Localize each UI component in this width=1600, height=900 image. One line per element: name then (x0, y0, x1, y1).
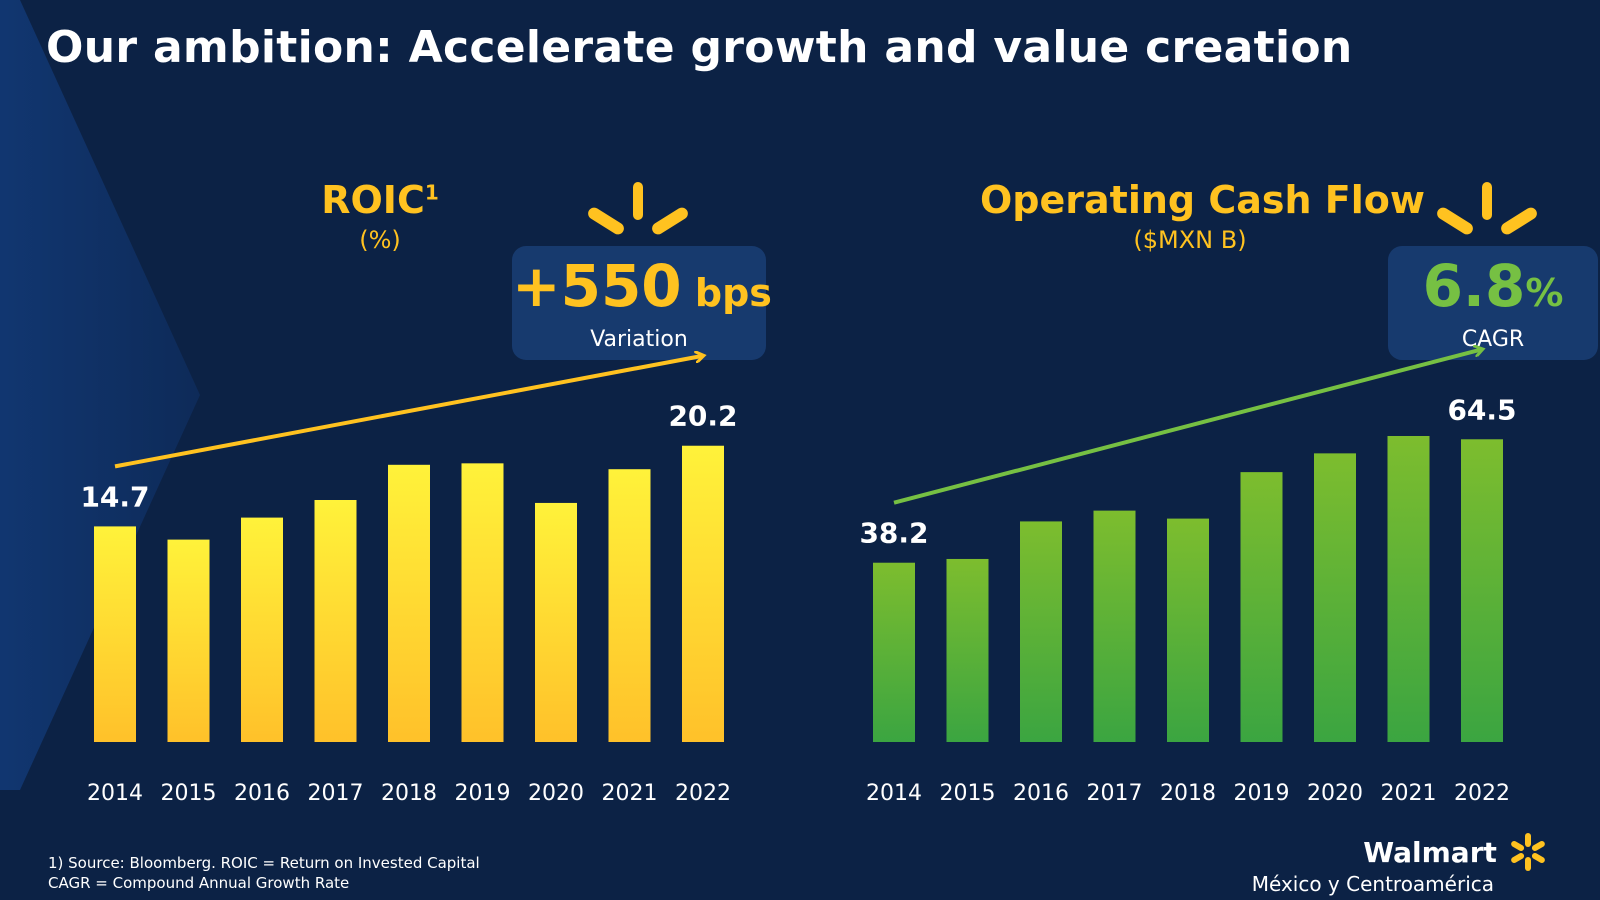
roic-chart: 2014 2015 2016 2017 2018 2019 2020 2021 2022 14.7… (80, 356, 738, 806)
roic-tick-label: 2020 (528, 781, 584, 806)
ocf-bar (1167, 518, 1209, 742)
roic-tick-label: 2015 (161, 781, 217, 806)
roic-bar (608, 469, 651, 742)
ocf-data-label-first: 38.2 (859, 517, 928, 550)
ocf-tick-label: 2022 (1454, 781, 1510, 806)
roic-bar (535, 502, 577, 742)
roic-tick-label: 2021 (602, 781, 658, 806)
ocf-data-label-last: 64.5 (1447, 393, 1516, 426)
roic-chart-title: ROIC1 (321, 178, 439, 222)
brand-logo: Walmart México y Centroamérica (1252, 832, 1554, 896)
roic-chart-unit: (%) (359, 226, 401, 254)
roic-bar (94, 526, 136, 742)
roic-kpi-label: Variation (590, 327, 688, 352)
ocf-bar (1387, 435, 1430, 742)
roic-bar (314, 500, 357, 742)
ocf-tick-label: 2016 (1013, 781, 1069, 806)
ocf-chart: 2014 2015 2016 2017 2018 2019 2020 2021 2022 38.2… (859, 349, 1517, 806)
spark-icon (1437, 182, 1537, 235)
ocf-chart-unit: ($MXN B) (1133, 226, 1247, 254)
brand-subtitle: México y Centroamérica (1251, 872, 1494, 896)
roic-tick-label: 2014 (87, 781, 143, 806)
roic-kpi-box: +550 bps Variation (512, 246, 772, 360)
roic-bar (461, 463, 504, 742)
ocf-kpi-value: 6.8% (1422, 252, 1564, 320)
spark-icon (1511, 833, 1545, 871)
chevron-shape (0, 0, 200, 790)
brand-name: Walmart (1363, 835, 1497, 869)
roic-kpi-value: +550 bps (512, 252, 772, 320)
ocf-tick-label: 2019 (1234, 781, 1290, 806)
ocf-trend-arrow (893, 349, 1482, 505)
ocf-kpi-label: CAGR (1461, 327, 1525, 352)
ocf-tick-label: 2014 (866, 781, 922, 806)
footnote: 1) Source: Bloomberg. ROIC = Return on I… (48, 853, 480, 893)
ocf-bar (1314, 453, 1356, 742)
spark-icon (588, 182, 688, 235)
ocf-bar (1093, 510, 1136, 742)
roic-data-label-first: 14.7 (80, 480, 149, 513)
roic-tick-label: 2019 (455, 781, 511, 806)
roic-tick-label: 2016 (234, 781, 290, 806)
ocf-kpi-box: 6.8% CAGR (1388, 246, 1598, 360)
roic-tick-label: 2017 (308, 781, 364, 806)
ocf-tick-label: 2020 (1307, 781, 1363, 806)
roic-bar (388, 464, 430, 742)
ocf-bar (1020, 521, 1062, 742)
ocf-tick-label: 2015 (940, 781, 996, 806)
footnote-source: 1) Source: Bloomberg. ROIC = Return on I… (48, 854, 480, 872)
ocf-bar (873, 562, 915, 742)
ocf-tick-label: 2021 (1381, 781, 1437, 806)
ocf-chart-title: Operating Cash Flow (980, 178, 1425, 222)
ocf-bar (1240, 472, 1283, 742)
roic-tick-label: 2022 (675, 781, 731, 806)
page-title: Our ambition: Accelerate growth and valu… (46, 22, 1353, 73)
roic-bar (167, 539, 210, 742)
roic-trend-arrow (114, 356, 703, 469)
footnote-cagr: CAGR = Compound Annual Growth Rate (48, 874, 350, 892)
ocf-tick-label: 2018 (1160, 781, 1216, 806)
roic-bar (682, 445, 724, 742)
roic-bar (241, 517, 283, 742)
roic-tick-label: 2018 (381, 781, 437, 806)
ocf-bar (1461, 439, 1503, 742)
roic-data-label-last: 20.2 (668, 400, 737, 433)
ocf-tick-label: 2017 (1087, 781, 1143, 806)
ocf-bar (946, 558, 989, 742)
